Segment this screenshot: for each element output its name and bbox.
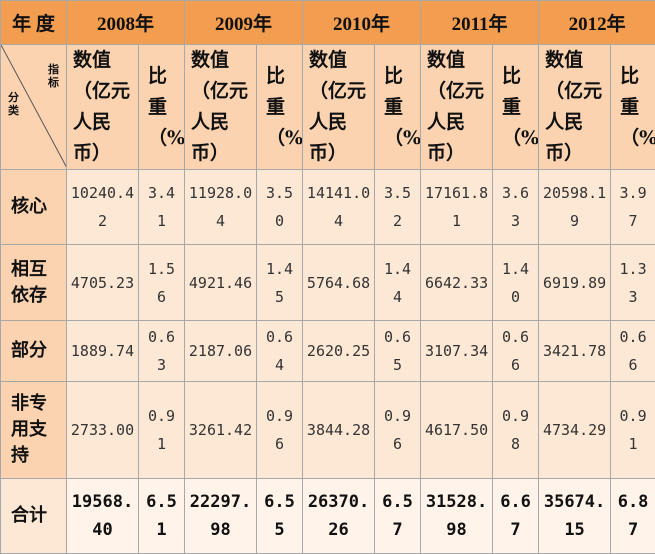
value-cell: 5764.68	[303, 245, 375, 321]
ratio-cell: 6.51	[139, 479, 185, 554]
row-category: 非专用支持	[1, 382, 67, 479]
value-cell: 3261.42	[185, 382, 257, 479]
ratio-cell: 0.63	[139, 321, 185, 382]
ratio-cell: 0.98	[493, 382, 539, 479]
ratio-col-header: 比重（%）	[493, 45, 539, 170]
subheader-row: 指标 分类 数值（亿元人民币） 比重（%） 数值（亿元人民币） 比重（%） 数值…	[1, 45, 655, 170]
diag-label-indicator: 指标	[48, 63, 60, 89]
value-cell: 3844.28	[303, 382, 375, 479]
ratio-cell: 3.50	[257, 170, 303, 245]
value-cell: 4705.23	[67, 245, 139, 321]
value-col-header: 数值（亿元人民币）	[303, 45, 375, 170]
ratio-cell: 0.91	[611, 382, 655, 479]
diagonal-header-cell: 指标 分类	[1, 45, 67, 170]
ratio-cell: 1.40	[493, 245, 539, 321]
ratio-cell: 6.87	[611, 479, 655, 554]
ratio-cell: 3.63	[493, 170, 539, 245]
year-header-2008: 2008年	[67, 1, 185, 45]
year-header-2010: 2010年	[303, 1, 421, 45]
value-cell: 14141.04	[303, 170, 375, 245]
value-cell: 31528.98	[421, 479, 493, 554]
value-cell: 10240.42	[67, 170, 139, 245]
value-cell: 20598.19	[539, 170, 611, 245]
ratio-col-header: 比重（%）	[139, 45, 185, 170]
ratio-col-header: 比重（%）	[611, 45, 655, 170]
ratio-cell: 3.41	[139, 170, 185, 245]
value-cell: 6919.89	[539, 245, 611, 321]
ratio-cell: 3.52	[375, 170, 421, 245]
year-header-2012: 2012年	[539, 1, 655, 45]
ratio-cell: 6.57	[375, 479, 421, 554]
value-cell: 4617.50	[421, 382, 493, 479]
row-category: 相互依存	[1, 245, 67, 321]
table-row: 部分 1889.74 0.63 2187.06 0.64 2620.25 0.6…	[1, 321, 655, 382]
ratio-cell: 6.55	[257, 479, 303, 554]
value-col-header: 数值（亿元人民币）	[185, 45, 257, 170]
ratio-cell: 0.91	[139, 382, 185, 479]
ratio-cell: 1.45	[257, 245, 303, 321]
value-cell: 1889.74	[67, 321, 139, 382]
value-cell: 26370.26	[303, 479, 375, 554]
value-cell: 4921.46	[185, 245, 257, 321]
row-category: 合计	[1, 479, 67, 554]
value-cell: 3421.78	[539, 321, 611, 382]
ratio-cell: 6.67	[493, 479, 539, 554]
value-cell: 35674.15	[539, 479, 611, 554]
ratio-cell: 0.96	[375, 382, 421, 479]
value-cell: 11928.04	[185, 170, 257, 245]
ratio-cell: 0.66	[493, 321, 539, 382]
value-cell: 22297.98	[185, 479, 257, 554]
ratio-cell: 0.66	[611, 321, 655, 382]
value-cell: 3107.34	[421, 321, 493, 382]
row-category: 部分	[1, 321, 67, 382]
value-cell: 19568.40	[67, 479, 139, 554]
value-cell: 17161.81	[421, 170, 493, 245]
table-row: 非专用支持 2733.00 0.91 3261.42 0.96 3844.28 …	[1, 382, 655, 479]
value-col-header: 数值（亿元人民币）	[67, 45, 139, 170]
ratio-col-header: 比重（%）	[375, 45, 421, 170]
ratio-cell: 0.65	[375, 321, 421, 382]
value-cell: 2187.06	[185, 321, 257, 382]
year-label: 年 度	[1, 1, 67, 45]
year-header-2009: 2009年	[185, 1, 303, 45]
ratio-cell: 0.64	[257, 321, 303, 382]
year-header-2011: 2011年	[421, 1, 539, 45]
ratio-cell: 3.97	[611, 170, 655, 245]
ratio-cell: 1.44	[375, 245, 421, 321]
ratio-cell: 1.56	[139, 245, 185, 321]
value-cell: 6642.33	[421, 245, 493, 321]
row-category: 核心	[1, 170, 67, 245]
value-col-header: 数值（亿元人民币）	[421, 45, 493, 170]
ratio-cell: 0.96	[257, 382, 303, 479]
header-row: 年 度 2008年 2009年 2010年 2011年 2012年	[1, 1, 655, 45]
value-col-header: 数值（亿元人民币）	[539, 45, 611, 170]
ratio-col-header: 比重（%）	[257, 45, 303, 170]
ratio-cell: 1.33	[611, 245, 655, 321]
value-cell: 2733.00	[67, 382, 139, 479]
diag-label-category: 分类	[8, 91, 20, 117]
value-cell: 2620.25	[303, 321, 375, 382]
value-cell: 4734.29	[539, 382, 611, 479]
table-row: 相互依存 4705.23 1.56 4921.46 1.45 5764.68 1…	[1, 245, 655, 321]
total-row: 合计 19568.40 6.51 22297.98 6.55 26370.26 …	[1, 479, 655, 554]
table-row: 核心 10240.42 3.41 11928.04 3.50 14141.04 …	[1, 170, 655, 245]
